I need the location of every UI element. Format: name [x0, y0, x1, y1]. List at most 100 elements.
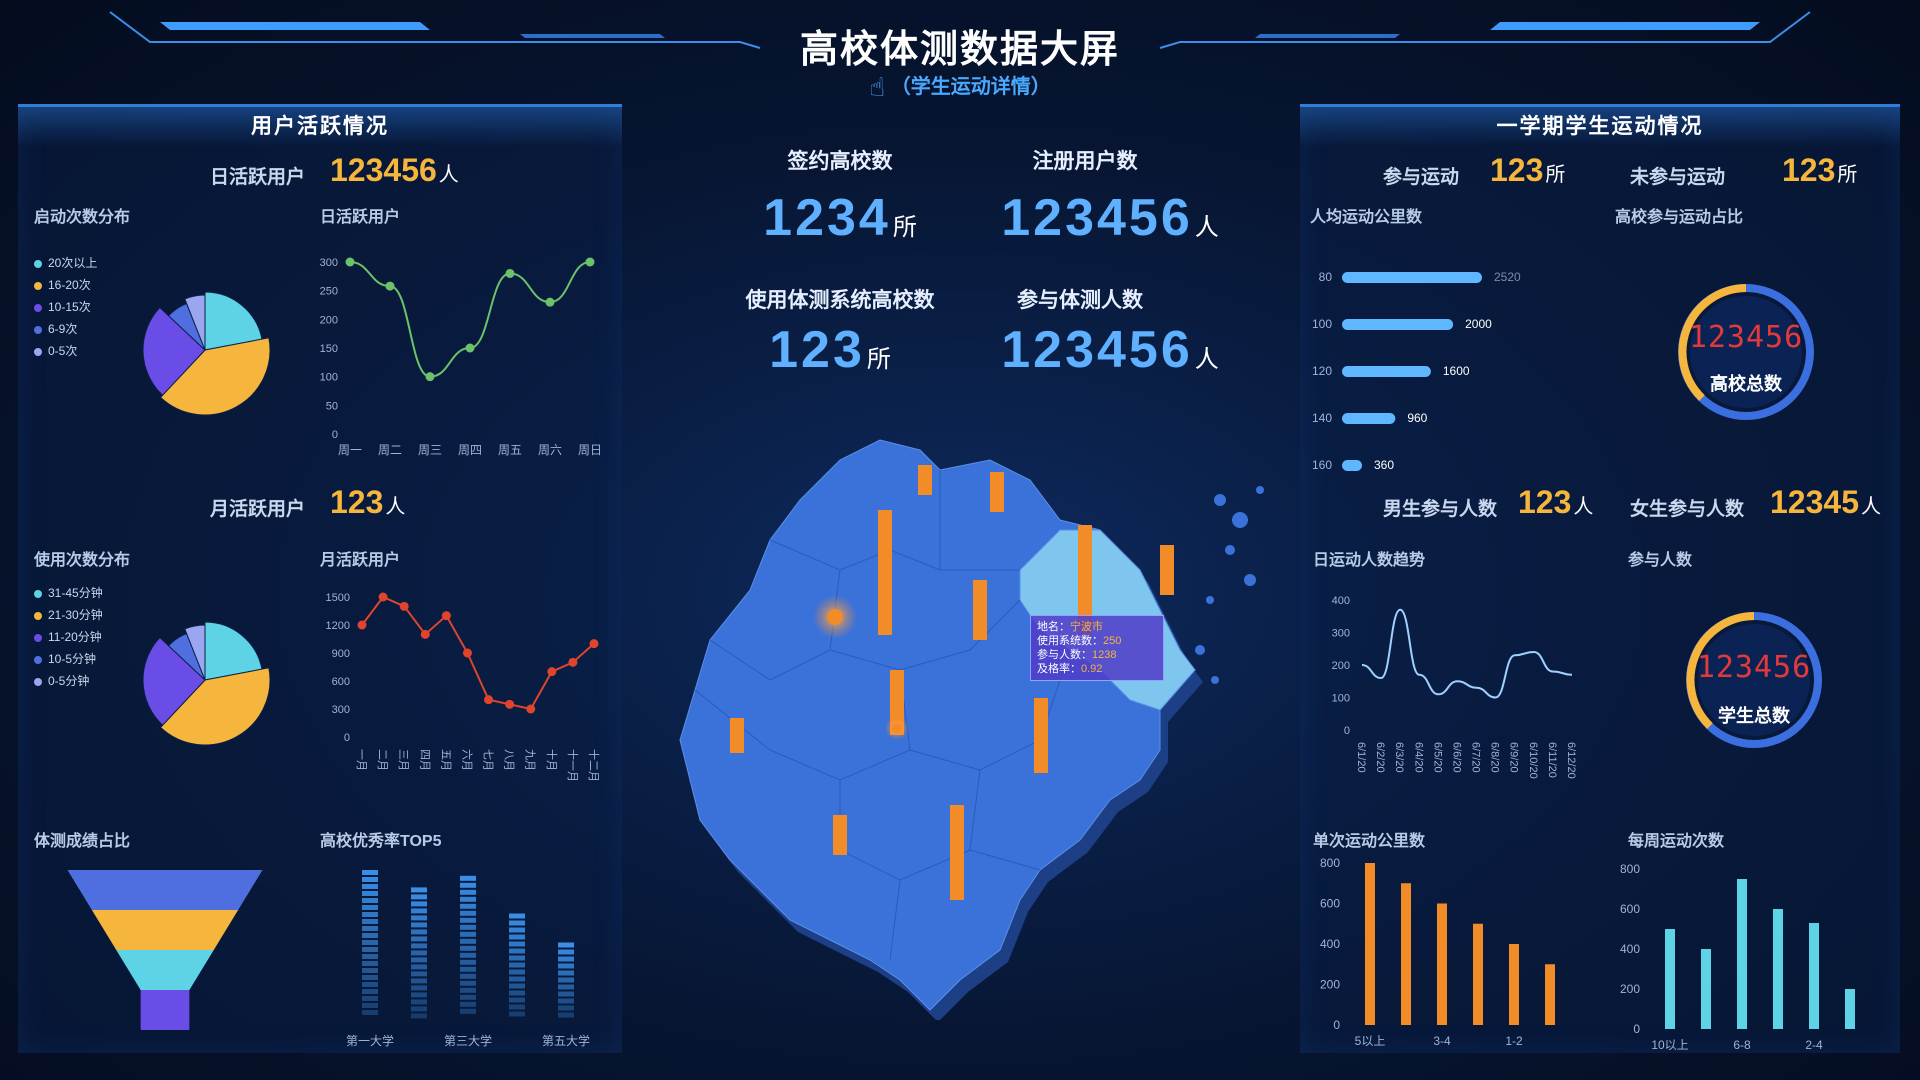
top5-bar: [460, 875, 476, 1014]
female-value: 12345 人: [1770, 484, 1881, 520]
legend-label: 6-9次: [48, 322, 78, 336]
y-tick-label: 140: [1312, 411, 1332, 425]
dau-value: 123456 人: [330, 152, 459, 188]
bar: [1665, 929, 1675, 1029]
legend-dot: [34, 281, 42, 290]
value-label: 1600: [1443, 364, 1470, 378]
legend-label: 0-5次: [48, 344, 78, 358]
bar: [1845, 989, 1855, 1029]
map-bar: [950, 805, 964, 900]
legend-label: 16-20次: [48, 278, 91, 292]
map-bar: [918, 465, 932, 495]
legend-item[interactable]: 31-45分钟: [34, 582, 103, 604]
tested-value: 123456人: [1001, 321, 1219, 379]
y-tick-label: 1500: [326, 592, 350, 604]
signed-value: 1234所: [763, 189, 917, 247]
x-tick-label: 八月: [503, 749, 515, 771]
top5-bar: [509, 913, 525, 1017]
x-tick-label: 6/11/20: [1546, 742, 1558, 778]
legend-item[interactable]: 21-30分钟: [34, 604, 103, 626]
bar: [1342, 413, 1396, 424]
x-tick-label: 二月: [376, 749, 388, 771]
pie-slice: [204, 621, 263, 681]
y-tick-label: 800: [1320, 856, 1340, 870]
mau-label: 月活跃用户: [210, 499, 306, 520]
data-point: [547, 667, 557, 677]
x-tick-label: 第三大学: [444, 1033, 492, 1048]
top5-bar: [362, 870, 378, 1015]
top5-bar-chart: 第一大学 第三大学 第五大学: [346, 870, 590, 1048]
participate-label: 参与运动: [1383, 167, 1460, 188]
x-tick-label: 第五大学: [542, 1033, 590, 1048]
pie-slice: [159, 337, 271, 416]
legend-item[interactable]: 16-20次: [34, 274, 97, 296]
x-tick-label: 5以上: [1355, 1034, 1386, 1048]
signed-label: 签约高校数: [787, 150, 893, 173]
data-point: [462, 648, 472, 658]
x-tick-label: 周日: [578, 443, 602, 457]
data-point: [589, 639, 599, 649]
map-bar: [973, 580, 987, 640]
x-tick-label: 五月: [439, 749, 451, 771]
x-tick-label: 周五: [498, 443, 522, 457]
map-bar: [1034, 698, 1048, 773]
x-tick-label: 十一月: [566, 749, 580, 782]
province-map[interactable]: [640, 420, 1290, 1020]
legend-label: 20次以上: [48, 256, 98, 270]
x-tick-label: 1-2: [1505, 1034, 1523, 1048]
legend-item[interactable]: 20次以上: [34, 252, 97, 274]
x-tick-label: 6/2/20: [1374, 742, 1386, 773]
y-tick-label: 100: [1332, 693, 1350, 705]
bar: [1342, 460, 1362, 471]
y-tick-label: 0: [1333, 1018, 1340, 1032]
legend-item[interactable]: 0-5次: [34, 340, 97, 362]
pie-slice: [159, 667, 271, 746]
y-tick-label: 200: [1332, 660, 1350, 672]
right-panel: 一学期学生运动情况: [1300, 104, 1900, 1053]
value-label: 2520: [1494, 270, 1521, 284]
mau-chart-title: 月活跃用户: [320, 552, 401, 569]
data-point: [399, 601, 409, 611]
bar: [1342, 319, 1454, 330]
single-km-title: 单次运动公里数: [1313, 833, 1426, 850]
legend-item[interactable]: 0-5分钟: [34, 670, 103, 692]
top5-title: 高校优秀率TOP5: [320, 833, 442, 850]
usage-legend: 31-45分钟 21-30分钟 11-20分钟 10-5分钟 0-5分钟: [34, 582, 103, 692]
student-total-digits: 123456: [1696, 650, 1812, 685]
x-tick-label: 6/8/20: [1489, 742, 1501, 773]
school-total-gauge: [1678, 284, 1814, 420]
subtitle-link[interactable]: ☝ （学生运动详情）: [810, 70, 1110, 103]
map-bars: [730, 465, 1174, 900]
y-tick-label: 600: [1620, 902, 1640, 916]
participate-value: 123 所: [1490, 152, 1566, 188]
x-tick-label: 6/1/20: [1355, 742, 1367, 773]
y-tick-label: 600: [332, 676, 350, 688]
top5-bar: [558, 942, 574, 1018]
top5-bar: [411, 887, 427, 1019]
x-tick-label: 七月: [482, 749, 495, 771]
value-label: 360: [1374, 458, 1394, 472]
legend-item[interactable]: 6-9次: [34, 318, 97, 340]
not-participate-label: 未参与运动: [1630, 167, 1726, 188]
tested-label: 参与体测人数: [1017, 289, 1143, 312]
x-tick-label: 六月: [460, 749, 473, 771]
school-total-digits: 123456: [1688, 320, 1804, 355]
y-tick-label: 250: [320, 286, 338, 298]
legend-item[interactable]: 10-5分钟: [34, 648, 103, 670]
right-panel-title: 一学期学生运动情况: [1300, 107, 1900, 147]
map-point: [892, 723, 902, 733]
y-tick-label: 900: [332, 648, 350, 660]
data-point: [465, 343, 475, 353]
legend-dot: [34, 259, 42, 268]
x-tick-label: 6/7/20: [1470, 742, 1482, 773]
launch-legend: 20次以上 16-20次 10-15次 6-9次 0-5次: [34, 252, 97, 362]
y-tick-label: 50: [326, 400, 338, 412]
legend-label: 10-15次: [48, 300, 91, 314]
bar: [1401, 883, 1411, 1025]
y-tick-label: 160: [1312, 458, 1332, 472]
legend-item[interactable]: 10-15次: [34, 296, 97, 318]
bar: [1473, 923, 1483, 1025]
data-point: [345, 257, 355, 267]
legend-item[interactable]: 11-20分钟: [34, 626, 103, 648]
y-tick-label: 300: [332, 704, 350, 716]
